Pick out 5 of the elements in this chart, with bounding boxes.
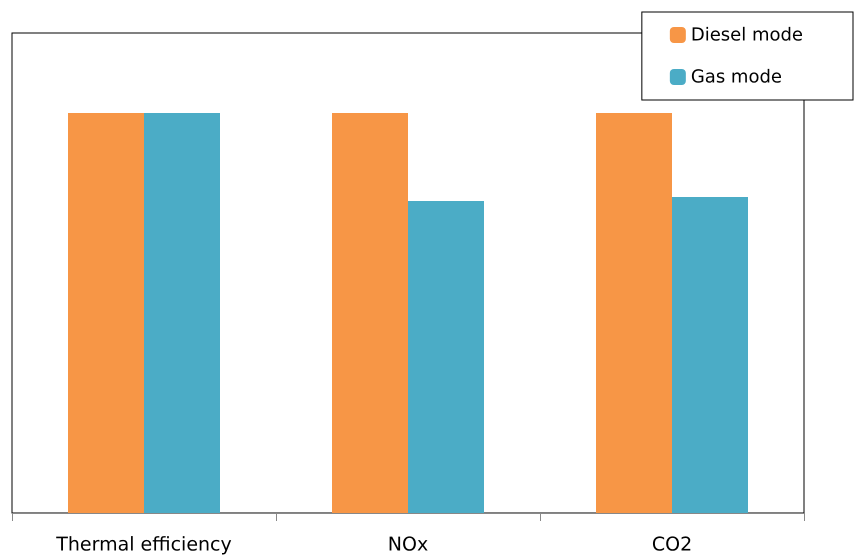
x-tick-label: CO2 xyxy=(652,534,692,556)
legend-label: Diesel mode xyxy=(690,24,804,46)
x-tick-label: Thermal efficiency xyxy=(55,534,232,556)
x-tick-label: NOx xyxy=(388,534,428,556)
legend-label: Gas mode xyxy=(690,66,782,88)
